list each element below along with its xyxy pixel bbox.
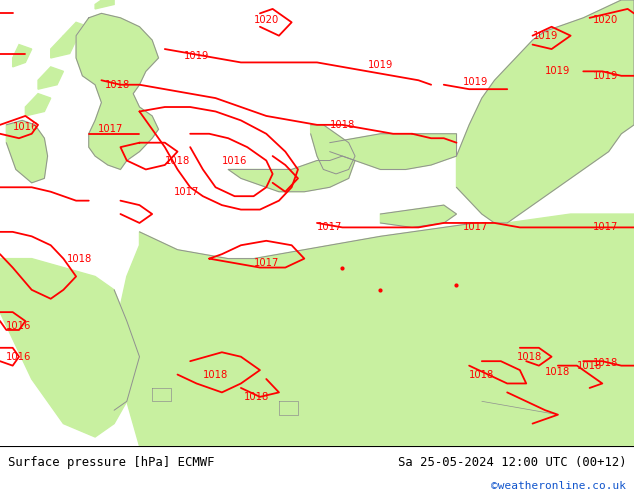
Polygon shape [38,67,63,89]
Text: 1018: 1018 [593,358,618,368]
Polygon shape [63,22,89,45]
Polygon shape [6,121,48,183]
Text: 1018: 1018 [517,352,542,362]
Text: 1017: 1017 [254,258,279,268]
Text: Surface pressure [hPa] ECMWF: Surface pressure [hPa] ECMWF [8,456,214,469]
Polygon shape [380,205,456,227]
Polygon shape [51,36,76,58]
Polygon shape [393,366,634,446]
Polygon shape [139,415,152,423]
Polygon shape [482,401,558,428]
Polygon shape [279,401,298,415]
Text: 1019: 1019 [593,71,618,81]
Polygon shape [152,388,171,401]
Text: 1018: 1018 [203,369,228,380]
Text: 1018: 1018 [105,80,130,90]
Text: 1017: 1017 [174,187,200,197]
Text: 1018: 1018 [469,369,495,380]
Text: 1018: 1018 [577,361,602,370]
Polygon shape [76,13,158,170]
Polygon shape [228,156,355,192]
Text: 1019: 1019 [184,51,209,61]
Polygon shape [330,134,456,170]
Text: 1016: 1016 [13,122,38,132]
Text: 1019: 1019 [463,77,488,88]
Polygon shape [456,0,634,223]
Text: 1019: 1019 [545,66,571,76]
Text: 1019: 1019 [368,60,393,70]
Text: 1018: 1018 [244,392,269,402]
Text: 1018: 1018 [165,155,190,166]
Text: 1020: 1020 [593,15,618,25]
Polygon shape [114,214,634,446]
Text: ©weatheronline.co.uk: ©weatheronline.co.uk [491,481,626,490]
Text: Sa 25-05-2024 12:00 UTC (00+12): Sa 25-05-2024 12:00 UTC (00+12) [398,456,626,469]
Text: 1017: 1017 [317,222,342,232]
Polygon shape [0,259,139,437]
Polygon shape [13,45,32,67]
Polygon shape [95,0,114,9]
Text: 1018: 1018 [330,120,355,130]
Text: 1016: 1016 [6,320,32,331]
Text: 1016: 1016 [222,155,247,166]
Text: 1018: 1018 [67,254,92,264]
Text: 1018: 1018 [545,368,571,377]
Text: 1019: 1019 [533,31,558,41]
Text: 1017: 1017 [98,124,124,134]
Text: 1017: 1017 [463,222,488,232]
Polygon shape [25,94,51,116]
Text: 1020: 1020 [254,15,279,25]
Polygon shape [311,125,355,174]
Text: 1016: 1016 [6,352,32,362]
Text: 1017: 1017 [593,222,618,232]
